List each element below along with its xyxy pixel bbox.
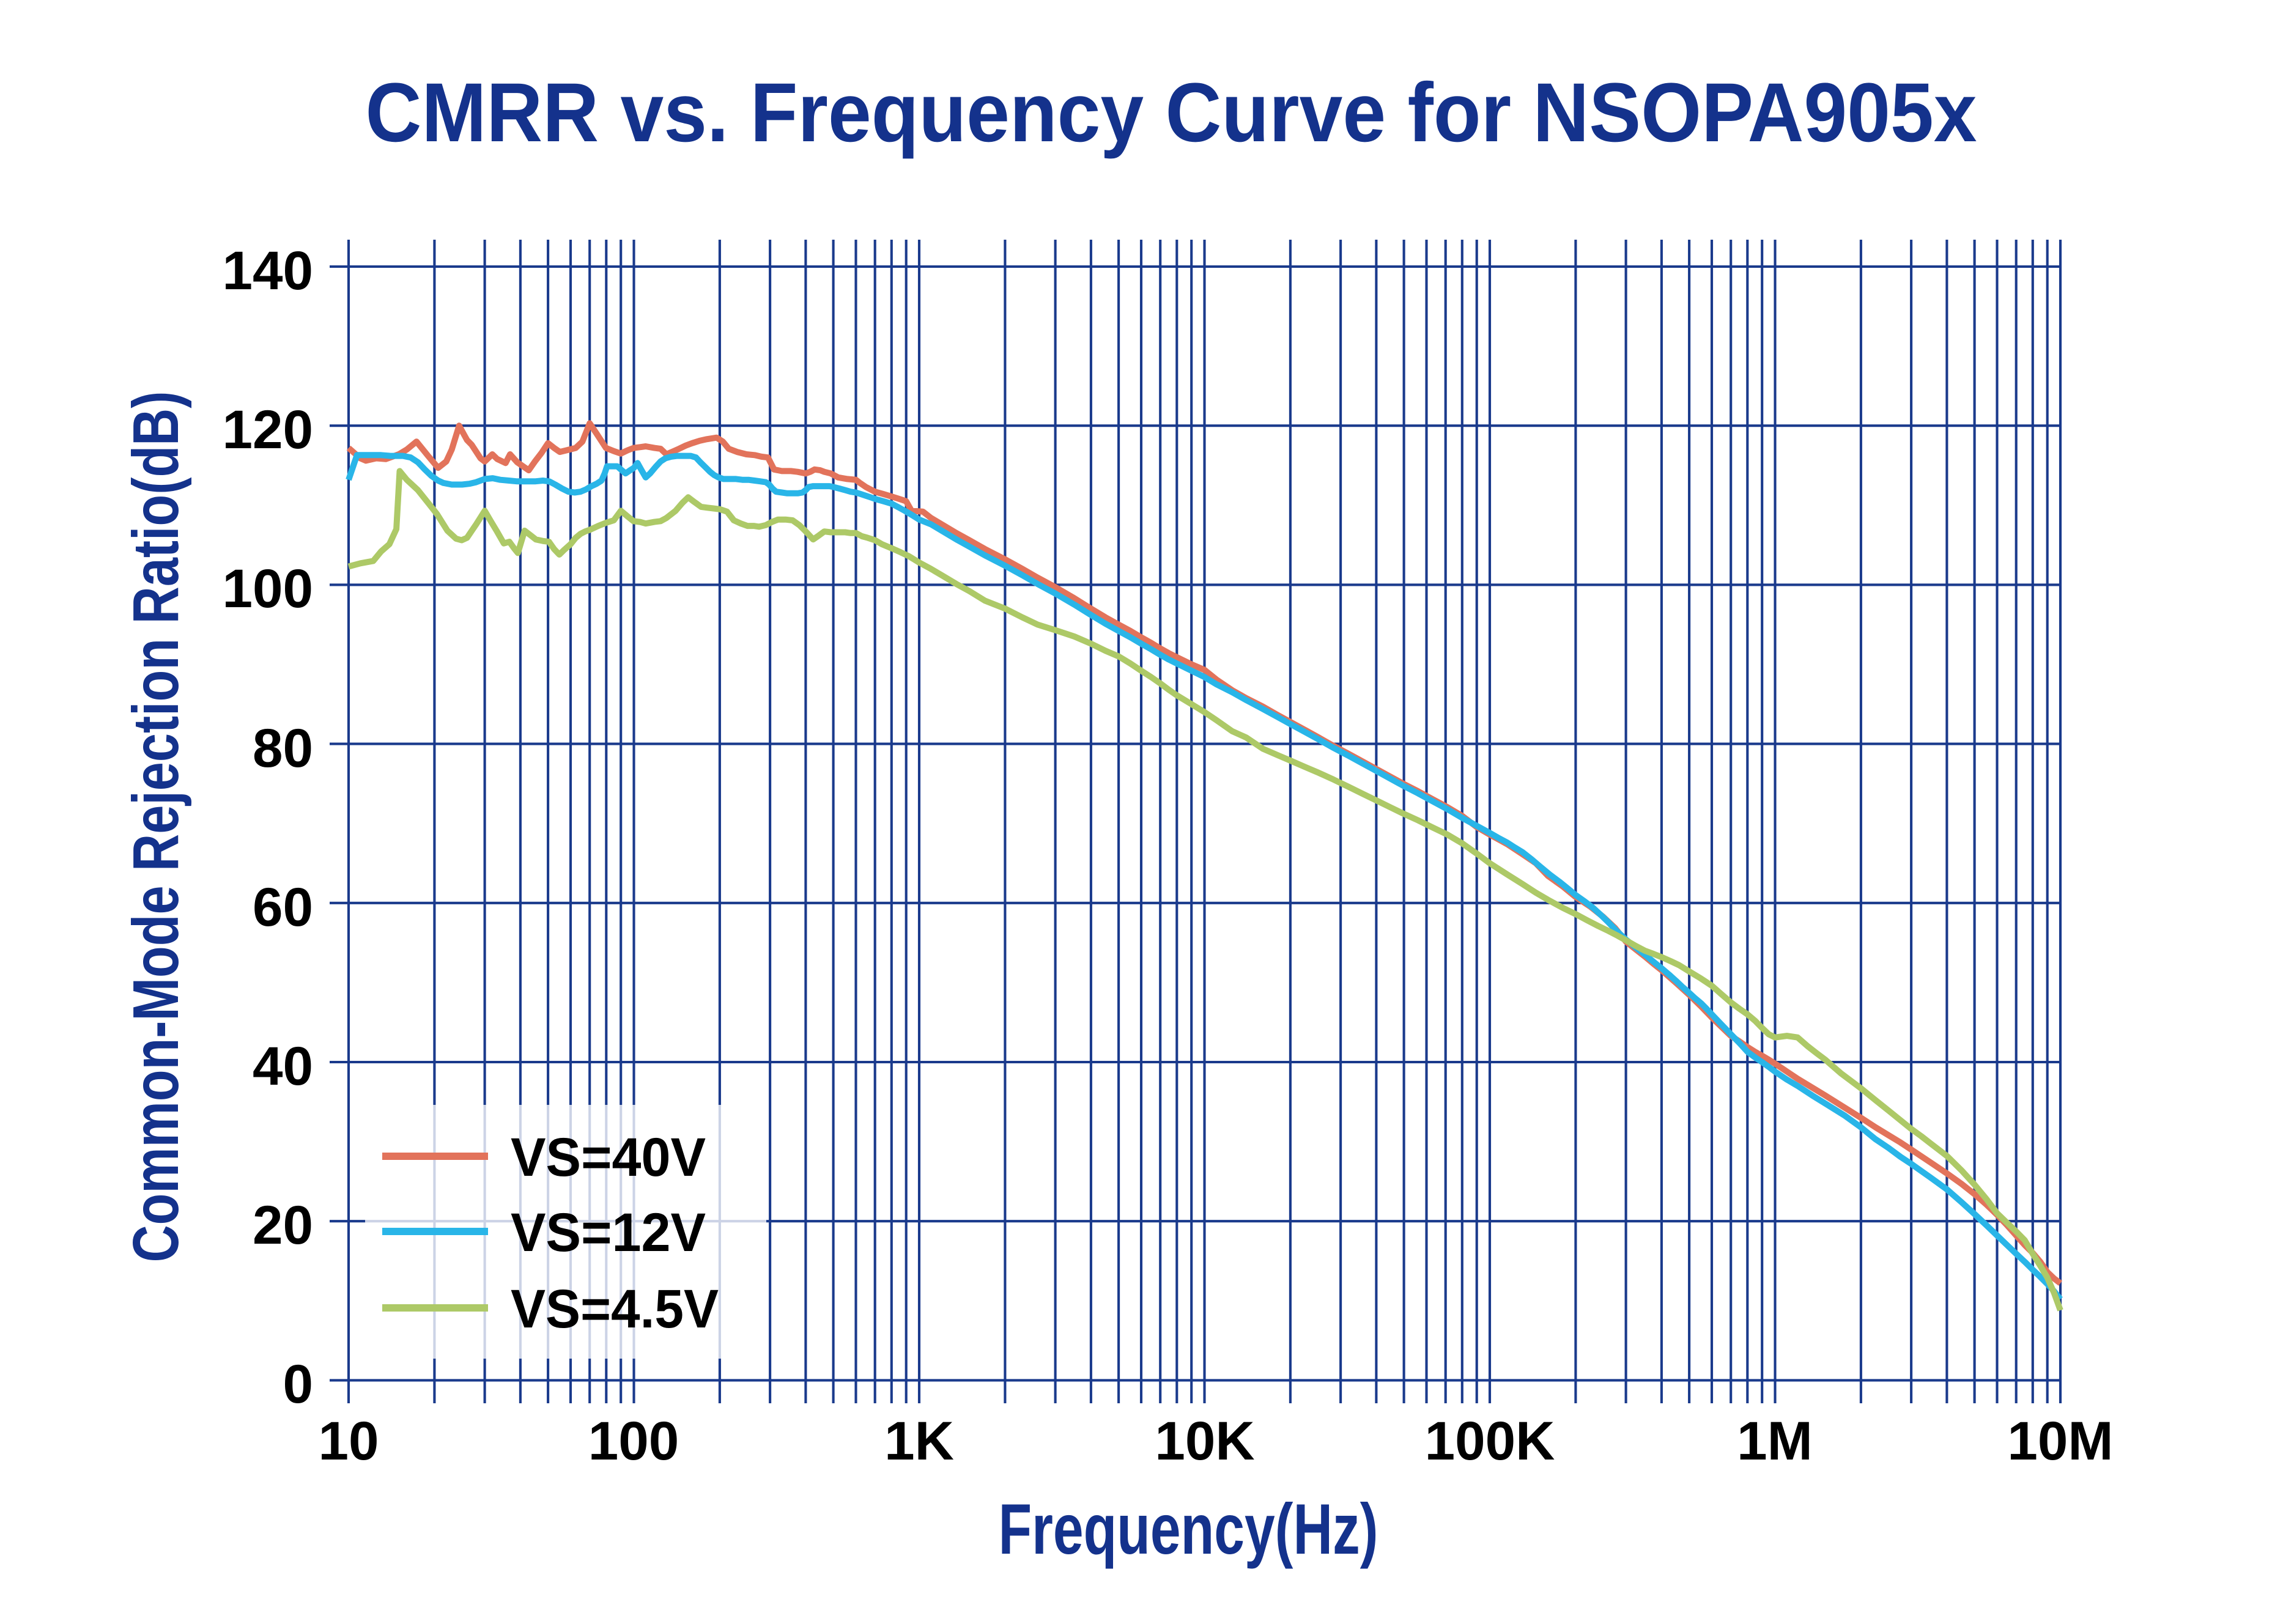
svg-text:100: 100 (223, 558, 314, 619)
svg-text:Common-Mode Rejection Ratio(dB: Common-Mode Rejection Ratio(dB) (120, 391, 192, 1263)
svg-text:80: 80 (253, 717, 313, 778)
svg-text:VS=12V: VS=12V (511, 1201, 706, 1263)
svg-text:10K: 10K (1155, 1410, 1254, 1471)
svg-text:VS=4.5V: VS=4.5V (511, 1278, 719, 1339)
svg-text:60: 60 (253, 876, 313, 937)
svg-text:40: 40 (253, 1035, 313, 1096)
svg-text:1K: 1K (884, 1410, 954, 1471)
svg-text:Frequency(Hz): Frequency(Hz) (999, 1489, 1378, 1569)
svg-text:120: 120 (223, 399, 314, 460)
svg-text:10M: 10M (2007, 1410, 2113, 1471)
svg-text:1M: 1M (1737, 1410, 1813, 1471)
svg-text:100: 100 (588, 1410, 679, 1471)
svg-text:VS=40V: VS=40V (511, 1126, 706, 1187)
svg-text:0: 0 (283, 1353, 314, 1414)
svg-text:20: 20 (253, 1194, 313, 1255)
svg-text:CMRR vs. Frequency Curve for N: CMRR vs. Frequency Curve for NSOPA905x (366, 66, 1977, 160)
svg-text:140: 140 (223, 240, 314, 301)
svg-text:100K: 100K (1425, 1410, 1555, 1471)
svg-text:10: 10 (319, 1410, 379, 1471)
